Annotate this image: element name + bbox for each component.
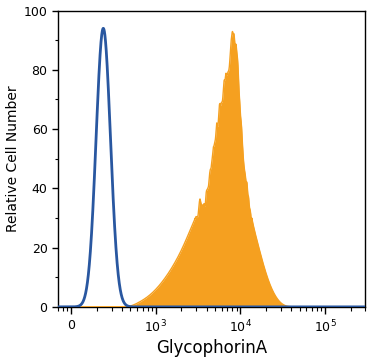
Y-axis label: Relative Cell Number: Relative Cell Number (6, 85, 20, 232)
X-axis label: GlycophorinA: GlycophorinA (156, 339, 267, 358)
